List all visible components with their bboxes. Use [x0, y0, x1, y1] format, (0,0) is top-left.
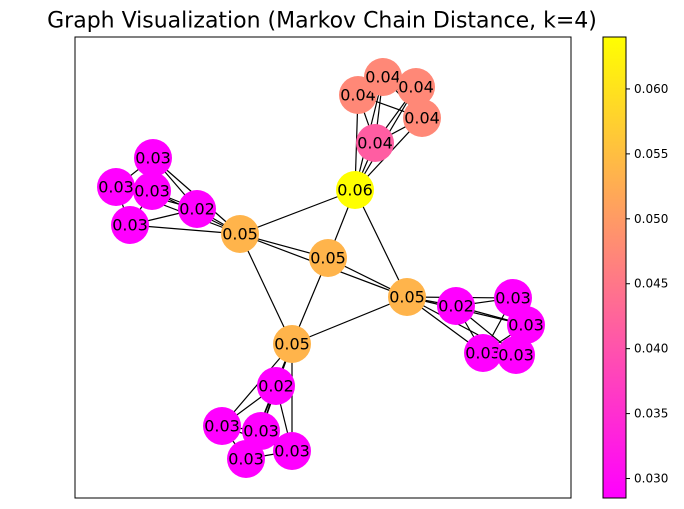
node-label-n22: 0.03 [243, 422, 279, 441]
node-label-n16: 0.03 [495, 289, 531, 308]
colorbar [602, 36, 627, 499]
colorbar-tick-label: 0.050 [634, 212, 668, 226]
edge-n1-n4 [239, 233, 293, 345]
node-label-n2: 0.05 [310, 249, 346, 268]
node-n6 [364, 58, 402, 96]
colorbar-ticks: 0.030 0.035 0.040 0.045 0.050 0.055 0.060 [626, 82, 668, 486]
node-n23 [227, 440, 265, 478]
node-n3 [388, 278, 426, 316]
node-label-n3: 0.05 [389, 288, 425, 307]
node-label-n9: 0.04 [357, 134, 393, 153]
colorbar-tick-label: 0.035 [634, 407, 668, 421]
node-label-n7: 0.04 [398, 78, 434, 97]
colorbar-tick-label: 0.060 [634, 82, 668, 96]
node-label-n14: 0.03 [112, 216, 148, 235]
node-label-n8: 0.04 [404, 109, 440, 128]
node-layer: 0.060.050.050.050.050.040.040.040.040.04… [97, 58, 545, 478]
node-n12 [97, 168, 135, 206]
node-n7 [397, 68, 435, 106]
node-n19 [497, 336, 535, 374]
node-n0 [336, 171, 374, 209]
edge-n3-n4 [291, 296, 408, 345]
chart-title: Graph Visualization (Markov Chain Distan… [47, 9, 597, 34]
node-label-n19: 0.03 [498, 346, 534, 365]
node-label-n21: 0.03 [204, 417, 240, 436]
node-label-n23: 0.03 [228, 450, 264, 469]
edge-n0-n1 [239, 189, 356, 235]
node-label-n11: 0.03 [135, 149, 171, 168]
node-n21 [203, 407, 241, 445]
node-label-n24: 0.03 [274, 442, 310, 461]
node-n8 [403, 99, 441, 137]
node-n18 [464, 334, 502, 372]
node-n2 [309, 239, 347, 277]
node-n10 [178, 190, 216, 228]
node-n13 [133, 172, 171, 210]
node-label-n4: 0.05 [274, 335, 310, 354]
node-label-n17: 0.03 [508, 316, 544, 335]
colorbar-tick-label: 0.045 [634, 277, 668, 291]
node-label-n13: 0.03 [134, 182, 170, 201]
colorbar-tick-label: 0.055 [634, 147, 668, 161]
node-label-n18: 0.03 [465, 344, 501, 363]
node-n14 [111, 206, 149, 244]
node-n20 [257, 367, 295, 405]
colorbar-tick-label: 0.040 [634, 342, 668, 356]
node-n9 [356, 124, 394, 162]
node-n17 [507, 306, 545, 344]
node-label-n5: 0.04 [340, 86, 376, 105]
node-n15 [437, 287, 475, 325]
colorbar-tick-label: 0.030 [634, 472, 668, 486]
node-n11 [134, 139, 172, 177]
node-n4 [273, 325, 311, 363]
node-n1 [221, 215, 259, 253]
node-n22 [242, 412, 280, 450]
node-n24 [273, 432, 311, 470]
node-label-n6: 0.04 [365, 68, 401, 87]
node-label-n1: 0.05 [222, 225, 258, 244]
node-label-n20: 0.02 [258, 377, 294, 396]
node-label-n0: 0.06 [337, 181, 373, 200]
node-label-n12: 0.03 [98, 178, 134, 197]
edge-n0-n3 [354, 189, 408, 298]
node-label-n10: 0.02 [179, 200, 215, 219]
node-label-n15: 0.02 [438, 297, 474, 316]
